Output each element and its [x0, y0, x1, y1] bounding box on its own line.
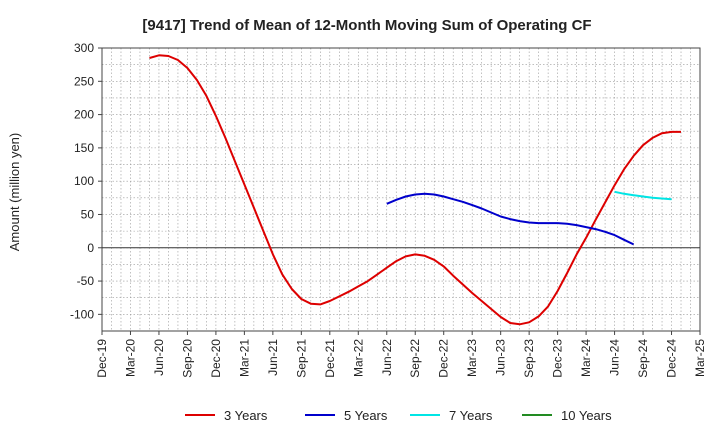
x-tick-label: Dec-22: [437, 339, 451, 378]
y-axis-ticks: 300 250 200 150 100 50 0 -50 -100: [70, 41, 102, 321]
legend-label-7-years: 7 Years: [449, 408, 493, 423]
x-tick-label: Sep-24: [636, 339, 650, 378]
plot-area: [102, 48, 700, 331]
y-tick-label: 0: [87, 241, 94, 255]
x-tick-label: Jun-20: [152, 339, 166, 376]
x-tick-label: Mar-23: [465, 339, 479, 377]
plot-background: [102, 48, 700, 331]
legend: 3 Years 5 Years 7 Years 10 Years: [185, 408, 612, 423]
y-tick-label: 100: [74, 174, 94, 188]
legend-label-10-years: 10 Years: [561, 408, 612, 423]
x-tick-label: Mar-20: [123, 339, 137, 377]
x-tick-label: Jun-21: [266, 339, 280, 376]
x-tick-label: Sep-21: [294, 339, 308, 378]
x-tick-label: Dec-20: [209, 339, 223, 378]
series-line-5-years: [386, 192, 635, 246]
x-tick-label: Mar-21: [237, 339, 251, 377]
y-tick-label: 250: [74, 74, 94, 88]
x-tick-label: Mar-25: [693, 339, 707, 377]
x-tick-label: Sep-20: [180, 339, 194, 378]
grid-lines: [101, 47, 701, 332]
legend-label-3-years: 3 Years: [224, 408, 268, 423]
x-tick-label: Sep-23: [522, 339, 536, 378]
axes: [101, 47, 701, 332]
series-line-7-years: [614, 190, 672, 201]
x-tick-label: Mar-22: [351, 339, 365, 377]
y-tick-label: 150: [74, 141, 94, 155]
series-line-3-years: [149, 54, 681, 326]
x-axis-ticks: Dec-19 Mar-20 Jun-20 Sep-20 Dec-20 Mar-21 Jun-…: [95, 331, 707, 378]
x-tick-label: Jun-23: [494, 339, 508, 376]
y-tick-label: -50: [77, 274, 95, 288]
series-lines: [149, 54, 681, 326]
x-tick-label: Mar-24: [579, 339, 593, 377]
x-tick-label: Dec-23: [551, 339, 565, 378]
y-axis-label: Amount (million yen): [7, 133, 22, 252]
x-tick-label: Sep-22: [408, 339, 422, 378]
legend-label-5-years: 5 Years: [344, 408, 388, 423]
x-tick-label: Dec-19: [95, 339, 109, 378]
y-tick-label: -100: [70, 307, 94, 321]
y-tick-label: 50: [81, 207, 95, 221]
x-tick-label: Jun-22: [380, 339, 394, 376]
y-tick-label: 300: [74, 41, 94, 55]
plot-frame: [101, 47, 701, 332]
x-tick-label: Dec-21: [323, 339, 337, 378]
y-tick-label: 200: [74, 108, 94, 122]
x-tick-label: Dec-24: [665, 339, 679, 378]
chart-title: [9417] Trend of Mean of 12-Month Moving …: [142, 17, 591, 34]
x-tick-label: Jun-24: [608, 339, 622, 376]
